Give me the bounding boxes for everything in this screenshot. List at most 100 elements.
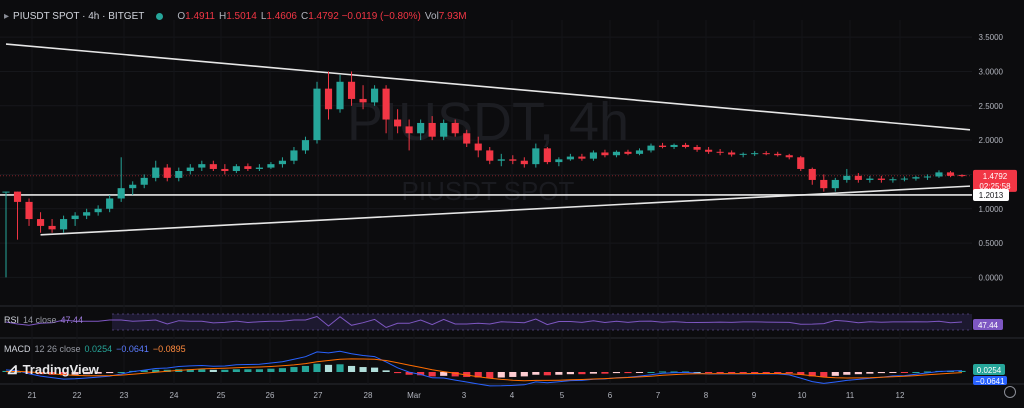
macd-histogram-bar: [106, 372, 114, 374]
volume-value: 7.93M: [438, 10, 467, 22]
support-price-badge: [973, 188, 1009, 201]
candle-body: [336, 81, 344, 110]
candle-body: [889, 179, 897, 181]
candle-body: [774, 153, 782, 156]
rsi-legend[interactable]: RSI 14 close 47.44: [4, 315, 83, 325]
macd-histogram-bar: [820, 372, 828, 377]
macd-histogram-bar: [589, 372, 597, 374]
symbol-header: ▸ PIUSDT SPOT · 4h · BITGET O 1.4911 H 1.5…: [4, 6, 467, 26]
settings-gear-icon[interactable]: [1004, 386, 1016, 398]
candle-body: [209, 164, 217, 169]
candle-body: [762, 153, 770, 155]
candle-body: [186, 167, 194, 172]
macd-histogram-bar: [440, 372, 448, 376]
macd-histogram-bar: [877, 372, 885, 374]
candle-body: [681, 144, 690, 147]
macd-histogram-bar: [232, 369, 240, 372]
candle-body: [693, 146, 701, 150]
candle-body: [347, 81, 356, 99]
tradingview-logo[interactable]: ⊿ TradingView: [6, 360, 99, 378]
macd-histogram-bar: [221, 369, 229, 372]
candle-body: [486, 150, 494, 161]
tradingview-brand-text: TradingView: [22, 361, 99, 377]
candle-body: [324, 88, 333, 110]
x-tick-label: 21: [28, 391, 37, 400]
candle-body: [716, 151, 724, 153]
last-price-badge: [973, 169, 1017, 192]
candle-body: [751, 153, 759, 155]
candle-body: [589, 152, 597, 159]
candle-body: [106, 198, 114, 209]
x-tick-label: 26: [266, 391, 275, 400]
candle-body: [831, 179, 839, 189]
macd-histogram-bar: [140, 370, 148, 372]
support-price-value: 1.2013: [979, 191, 1004, 200]
upper-trendline: [5, 43, 971, 131]
macd-histogram-bar: [532, 372, 540, 375]
x-tick-label: 4: [510, 391, 515, 400]
symbol-title[interactable]: PIUSDT SPOT · 4h · BITGET: [13, 10, 145, 22]
x-tick-label: 6: [608, 391, 613, 400]
macd-signal-value: −0.0895: [152, 344, 186, 354]
macd-legend[interactable]: MACD 12 26 close 0.0254 −0.0641 −0.0895: [4, 344, 186, 354]
macd-histogram-bar: [774, 372, 782, 373]
macd-histogram-bar: [417, 372, 425, 376]
x-tick-label: 10: [798, 391, 807, 400]
candle-body: [797, 157, 805, 169]
candle-body: [2, 191, 10, 193]
macd-histogram-bar: [520, 372, 528, 377]
x-tick-label: 9: [752, 391, 757, 400]
collapse-icon[interactable]: ▸: [4, 10, 10, 22]
candle-body: [244, 166, 252, 169]
candle-body: [232, 166, 240, 172]
macd-histogram-bar: [854, 372, 862, 375]
close-label: C: [300, 10, 309, 22]
macd-histogram-bar: [762, 372, 770, 373]
candle-body: [221, 168, 229, 172]
candle-body: [417, 122, 425, 134]
macd-histogram-bar: [866, 372, 874, 374]
candle-body: [843, 175, 851, 180]
y-tick-label: 0.0000: [979, 273, 1004, 282]
macd-histogram-bar: [463, 372, 471, 377]
candle-body: [117, 188, 125, 199]
x-tick-label: 23: [120, 391, 129, 400]
y-tick-label: 1.0000: [979, 205, 1004, 214]
candle-body: [255, 167, 263, 169]
macd-histogram-bar: [83, 372, 91, 375]
macd-line-value: −0.0641: [116, 344, 149, 354]
candle-body: [566, 156, 574, 160]
macd-histogram-bar: [900, 372, 908, 373]
candle-body: [163, 167, 171, 178]
rsi-params: 14 close: [23, 315, 57, 325]
macd-histogram-bar: [831, 372, 839, 376]
x-tick-label: 12: [896, 391, 905, 400]
macd-histogram-bar: [428, 372, 436, 377]
candle-body: [371, 88, 379, 103]
y-tick-label: 0.5000: [979, 239, 1004, 248]
candle-body: [428, 122, 436, 137]
candle-body: [140, 177, 148, 185]
candle-body: [612, 151, 621, 156]
candle-body: [601, 152, 609, 156]
candle-body: [578, 156, 586, 159]
y-tick-label: 2.5000: [979, 102, 1004, 111]
candle-body: [440, 122, 448, 137]
last-price-value: 1.4792: [983, 172, 1008, 181]
candle-body: [923, 176, 932, 178]
macd-histogram-badge: [973, 364, 1005, 375]
low-label: L: [260, 10, 267, 22]
macd-histogram-bar: [658, 371, 667, 373]
x-tick-label: 11: [846, 391, 855, 400]
candle-body: [808, 168, 816, 180]
x-tick-label: 8: [704, 391, 709, 400]
rsi-value: 47.44: [60, 315, 84, 325]
volume-label: Vol: [424, 10, 439, 22]
macd-histogram-bar: [198, 369, 206, 372]
macd-histogram-bar: [670, 371, 678, 373]
countdown-timer: 02:25:58: [979, 182, 1011, 191]
candle-body: [854, 175, 862, 180]
candle-body: [405, 126, 413, 134]
candle-body: [278, 160, 287, 165]
